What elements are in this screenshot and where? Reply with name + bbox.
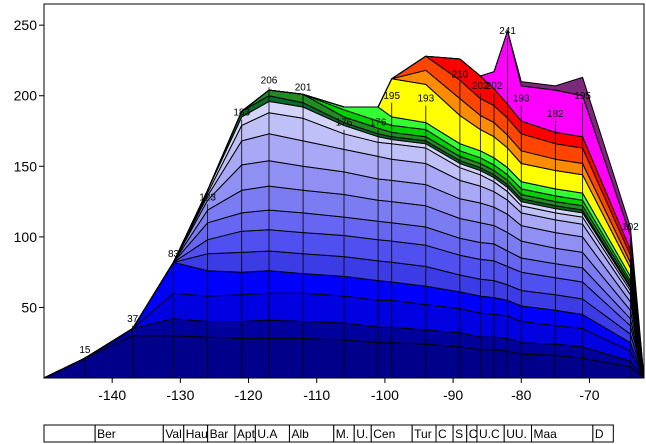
x-tick-label: -80 <box>511 387 531 403</box>
y-tick-label: 100 <box>14 229 38 245</box>
stage-label: Val <box>165 427 181 441</box>
data-label: 201 <box>295 82 312 93</box>
data-label: 193 <box>417 94 434 105</box>
stage-label: Ber <box>97 427 116 441</box>
data-label: 176 <box>370 118 387 129</box>
stage-label: Apt <box>237 427 256 441</box>
data-label: 195 <box>383 91 400 102</box>
x-tick-label: -130 <box>166 387 194 403</box>
data-label: 182 <box>547 109 564 120</box>
stage-label: C <box>469 427 478 441</box>
stage-label: C <box>438 427 447 441</box>
stage-label: UU. <box>506 427 527 441</box>
data-label: 37 <box>127 314 139 325</box>
x-tick-label: -110 <box>303 387 330 403</box>
stage-label: Hau <box>186 427 208 441</box>
data-label: 202 <box>472 81 489 92</box>
stage-cell <box>43 424 96 443</box>
data-label: 195 <box>574 91 591 102</box>
data-label: 202 <box>486 81 503 92</box>
data-label: 183 <box>233 108 250 119</box>
x-tick-label: -120 <box>235 387 263 403</box>
stage-label: Cen <box>373 427 395 441</box>
data-label: 193 <box>513 94 530 105</box>
axes <box>39 3 645 383</box>
stage-cell <box>592 424 614 443</box>
stage-label: Alb <box>291 427 309 441</box>
stage-label: D <box>595 427 604 441</box>
stage-label: Bar <box>210 427 229 441</box>
x-tick-label: -100 <box>371 387 399 403</box>
stage-label: U.C <box>479 427 500 441</box>
y-tick-label: 50 <box>21 299 37 315</box>
stage-strip: Ber Val Hau Bar Apt U.A Alb M. U. Cen Tur C S C U.C UU.… <box>43 424 614 443</box>
stage-label: U.A <box>257 427 277 441</box>
area-layers <box>43 30 645 379</box>
x-tick-label: -70 <box>579 387 599 403</box>
x-tick-label: -140 <box>98 387 126 403</box>
stage-label: S <box>455 427 463 441</box>
data-label: 83 <box>168 249 180 260</box>
data-label: 210 <box>452 70 469 81</box>
data-label: 102 <box>622 222 639 233</box>
data-label: 123 <box>199 192 216 203</box>
data-label: 241 <box>499 26 516 37</box>
plot-frame <box>43 3 645 379</box>
data-label: 176 <box>336 118 353 129</box>
stage-label: M. <box>336 427 349 441</box>
y-tick-label: 150 <box>14 158 38 174</box>
x-tick-label: -90 <box>443 387 463 403</box>
tick-labels: 50 100 150 200 250 -140 -130 -120 -110 -100 -90 -80… <box>14 17 600 403</box>
stage-label: Maa <box>534 427 558 441</box>
stage-label: U. <box>356 427 368 441</box>
data-label: 15 <box>79 345 91 356</box>
y-tick-label: 250 <box>14 17 38 33</box>
y-tick-label: 200 <box>14 88 38 104</box>
data-label: 206 <box>261 75 278 86</box>
stage-label: Tur <box>414 427 432 441</box>
